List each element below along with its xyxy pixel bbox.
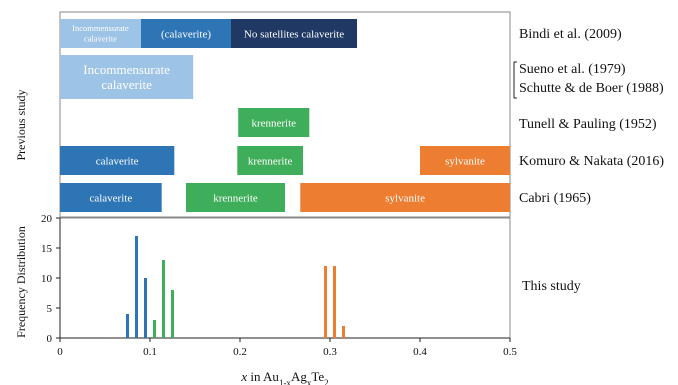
frequency-bar: [126, 314, 129, 338]
x-axis-title: x in Au1-xAgxTe2: [240, 369, 328, 385]
y-tick-label: 20: [41, 213, 53, 225]
frequency-bar: [171, 290, 174, 338]
range-bar: [238, 108, 310, 137]
frequency-series-2: [153, 260, 174, 338]
frequency-bar: [324, 266, 327, 338]
frequency-bar: [333, 266, 336, 338]
x-tick-label: 0.3: [323, 346, 337, 358]
range-bar: [420, 146, 510, 175]
range-bar: [186, 183, 285, 212]
range-bar-label: krennerite: [248, 155, 293, 167]
range-bar-label: (calaverite): [161, 28, 211, 40]
range-bar: [231, 19, 357, 48]
range-bar-label: No satellites calaverite: [244, 28, 344, 40]
study-row-5: calaverite krennerite sylvanite: [60, 183, 510, 212]
range-bar-label: calaverite: [96, 155, 139, 167]
frequency-bar: [135, 236, 138, 338]
range-bar-label: Incommensurate: [72, 23, 129, 33]
reference-label: Sueno et al. (1979): [519, 62, 626, 77]
x-tick-label: 0.4: [413, 346, 427, 358]
y-tick-label: 10: [41, 273, 53, 285]
reference-label: Komuro & Nakata (2016): [519, 154, 664, 169]
reference-label: Bindi et al. (2009): [519, 27, 622, 42]
range-bar: [60, 183, 162, 212]
frequency-panel: 0 5 10 15 20 0 0.1 0.2 0.3 0.4 0.5: [41, 213, 517, 358]
y-tick-label: 0: [47, 333, 53, 345]
x-axis-title-prefix: in Au: [247, 369, 279, 384]
range-bar: [60, 55, 194, 99]
range-bar-label: calaverite: [101, 77, 152, 92]
frequency-bar: [162, 260, 165, 338]
x-tick-label: 0.1: [143, 346, 157, 358]
reference-label: Tunell & Pauling (1952): [519, 117, 657, 132]
x-axis-title-sub2: x: [307, 378, 312, 385]
x-axis-title-sub3: 2: [324, 378, 329, 385]
frequency-axis-title: Frequency Distribution: [14, 226, 28, 338]
frequency-bar: [342, 326, 345, 338]
range-bar-label: calaverite: [89, 192, 132, 204]
x-tick-label: 0.2: [233, 346, 247, 358]
range-bar-label: sylvanite: [385, 192, 425, 204]
range-bar: [237, 146, 303, 175]
y-tick-label: 15: [41, 243, 53, 255]
x-axis-title-te: Te: [311, 369, 324, 384]
frequency-bar: [144, 278, 147, 338]
reference-label: Schutte & de Boer (1988): [519, 81, 664, 96]
range-bar-label: calaverite: [84, 34, 117, 44]
x-axis-title-mid: Ag: [291, 369, 307, 384]
range-bar: [141, 19, 231, 48]
range-bar: [60, 146, 175, 175]
range-bar-label: Incommensurate: [83, 62, 170, 77]
previous-study-frame: [59, 11, 511, 218]
range-bar-label: sylvanite: [445, 155, 485, 167]
range-bar-label: krennerite: [213, 192, 258, 204]
range-bar: [300, 183, 510, 212]
range-bar-label: krennerite: [251, 117, 296, 129]
study-row-3: krennerite: [238, 108, 310, 137]
frequency-series-3: [324, 266, 345, 338]
range-bar: [60, 19, 141, 48]
y-tick-label: 5: [47, 303, 53, 315]
x-axis-title-sub1: 1-x: [279, 378, 291, 385]
this-study-label: This study: [522, 279, 581, 294]
frequency-bar: [153, 320, 156, 338]
previous-study-axis-title: Previous study: [14, 89, 28, 160]
x-tick-label: 0.5: [503, 346, 517, 358]
reference-label: Cabri (1965): [519, 191, 591, 206]
study-row-4: calaverite krennerite sylvanite: [60, 146, 510, 175]
reference-bracket: [513, 61, 517, 99]
frequency-series-1: [126, 236, 147, 338]
reference-labels: Bindi et al. (2009) Sueno et al. (1979) Sc…: [513, 27, 664, 206]
x-tick-label: 0: [57, 346, 63, 358]
